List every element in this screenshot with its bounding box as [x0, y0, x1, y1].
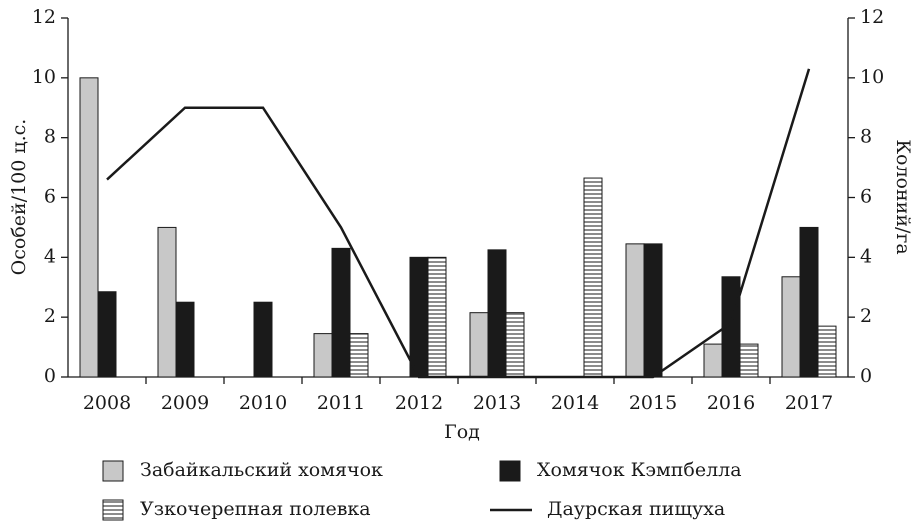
y-tick-label: 6 — [44, 186, 56, 208]
x-tick-label: 2011 — [317, 392, 365, 414]
bar — [469, 312, 489, 378]
bar — [253, 301, 273, 378]
x-tick-label: 2008 — [83, 392, 131, 414]
y-tick-label: 0 — [44, 365, 56, 387]
bar — [97, 291, 117, 378]
x-tick-label: 2014 — [551, 392, 599, 414]
bar — [643, 243, 663, 378]
x-tick-label: 2010 — [239, 392, 287, 414]
x-tick-label: 2016 — [707, 392, 755, 414]
legend-swatch — [102, 499, 124, 521]
x-tick-label: 2009 — [161, 392, 209, 414]
x-tick-label: 2012 — [395, 392, 443, 414]
legend-swatch — [499, 460, 521, 482]
y-tick-label: 8 — [44, 126, 56, 148]
bar — [157, 226, 177, 378]
bar — [427, 256, 447, 378]
y-axis-label: Особей/100 ц.с. — [8, 119, 30, 276]
bar — [505, 312, 525, 378]
bar — [331, 247, 351, 378]
bar — [313, 333, 333, 378]
y2-tick-label: 8 — [860, 126, 872, 148]
bar — [487, 249, 507, 378]
bar — [721, 276, 741, 378]
y2-axis-label: Колоний/га — [892, 139, 914, 254]
y-tick-label: 4 — [44, 245, 56, 267]
y2-tick-label: 10 — [860, 66, 884, 88]
bar — [703, 343, 723, 378]
y2-tick-label: 6 — [860, 186, 872, 208]
bar — [625, 243, 645, 378]
y2-tick-label: 2 — [860, 305, 872, 327]
y-tick-label: 10 — [32, 66, 56, 88]
x-tick-label: 2015 — [629, 392, 677, 414]
y-tick-label: 2 — [44, 305, 56, 327]
y-tick-label: 12 — [32, 6, 56, 28]
y2-tick-label: 0 — [860, 365, 872, 387]
legend-label: Даурская пищуха — [547, 498, 725, 520]
bar — [583, 177, 603, 378]
bar — [349, 333, 369, 378]
line — [106, 68, 811, 379]
legend-label: Забайкальский хомячок — [140, 459, 383, 481]
bar — [739, 343, 759, 378]
y2-tick-label: 12 — [860, 6, 884, 28]
legend-label: Узкочерепная полевка — [140, 498, 371, 520]
bar — [409, 256, 429, 378]
bar — [799, 226, 819, 378]
bar — [781, 276, 801, 378]
x-axis-label: Год — [444, 421, 480, 443]
bar — [817, 325, 837, 378]
bar — [175, 301, 195, 378]
legend-swatch — [102, 460, 124, 482]
x-tick-label: 2017 — [785, 392, 833, 414]
x-tick-label: 2013 — [473, 392, 521, 414]
y2-tick-label: 4 — [860, 245, 872, 267]
legend-label: Хомячок Кэмпбелла — [537, 459, 742, 481]
bar — [79, 77, 99, 378]
